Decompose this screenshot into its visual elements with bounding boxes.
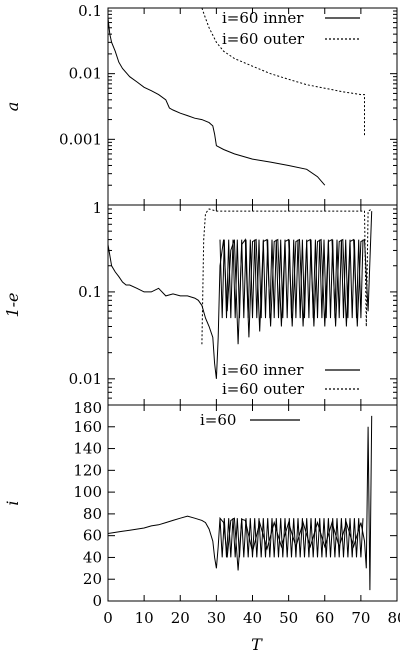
- legend-label: i=60 outer: [222, 380, 305, 398]
- y-tick-label: 0.01: [69, 65, 102, 83]
- y-tick-label: 20: [83, 570, 102, 588]
- legend-label: i=60 inner: [222, 9, 304, 27]
- y-tick-label: 100: [73, 483, 102, 501]
- y-tick-label: 40: [83, 548, 102, 566]
- y-tick-label: 60: [83, 527, 102, 545]
- legend-label: i=60 inner: [222, 361, 304, 379]
- y-tick-label: 0.1: [78, 283, 102, 301]
- y-tick-label: 0: [92, 592, 102, 610]
- series-line: [108, 18, 326, 186]
- y-tick-label: 180: [73, 399, 102, 417]
- x-tick-label: 30: [207, 609, 226, 627]
- series-line: [201, 8, 365, 137]
- series-line: [108, 415, 373, 591]
- x-tick-label: 70: [351, 609, 370, 627]
- plot-frame: [107, 404, 398, 602]
- y-tick-label: 120: [73, 461, 102, 479]
- y-tick-label: 1: [92, 199, 102, 217]
- series-line: [108, 211, 373, 379]
- y-tick-label: 0.1: [78, 2, 102, 20]
- y-axis-label: a: [3, 102, 22, 112]
- legend-label: i=60: [200, 411, 236, 429]
- series-oscillation: [219, 518, 364, 558]
- x-tick-label: 50: [279, 609, 298, 627]
- y-tick-label: 140: [73, 440, 102, 458]
- legend-label: i=60 outer: [222, 30, 305, 48]
- x-tick-label: 10: [135, 609, 154, 627]
- x-tick-label: 60: [315, 609, 334, 627]
- y-tick-label: 80: [83, 505, 102, 523]
- x-tick-label: 80: [387, 609, 400, 627]
- y-axis-label: 1-e: [3, 292, 22, 317]
- y-tick-label: 0.001: [59, 130, 102, 148]
- x-tick-label: 20: [171, 609, 190, 627]
- x-tick-label: 0: [103, 609, 113, 627]
- series-line: [201, 208, 372, 345]
- x-axis-label: T: [251, 635, 263, 654]
- x-tick-label: 40: [243, 609, 262, 627]
- y-tick-label: 160: [73, 418, 102, 436]
- y-tick-label: 0.01: [69, 370, 102, 388]
- series-oscillation: [219, 239, 364, 319]
- y-axis-label: i: [3, 500, 22, 505]
